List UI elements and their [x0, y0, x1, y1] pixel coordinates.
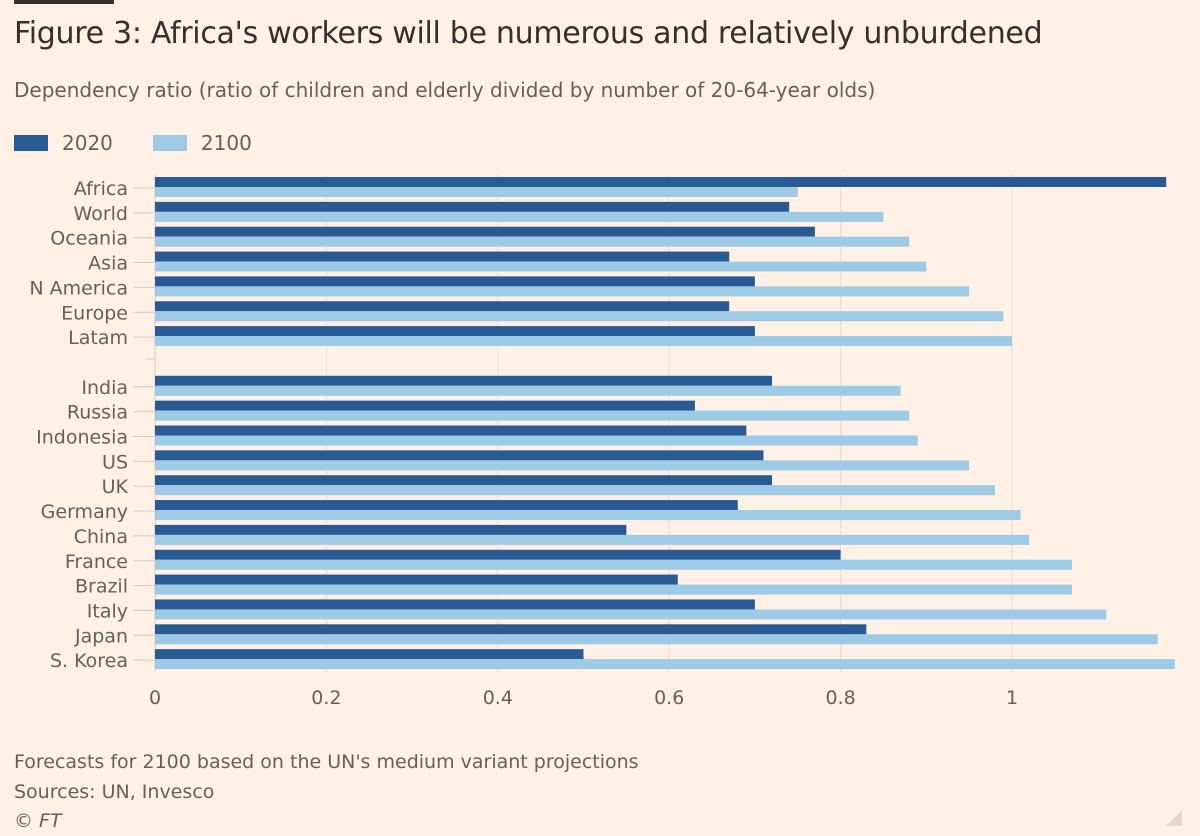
x-tick-label: 1 — [1006, 687, 1018, 709]
sources: Sources: UN, Invesco — [14, 781, 215, 803]
bar-2020-uk — [155, 475, 773, 486]
bar-2100-europe — [155, 311, 1004, 322]
bar-2020-italy — [155, 599, 755, 610]
y-tick-label: Indonesia — [36, 427, 128, 449]
bar-2100-latam — [155, 336, 1012, 347]
bar-2020-india — [155, 375, 773, 386]
y-tick-label: Germany — [41, 501, 128, 523]
bar-2100-france — [155, 559, 1072, 570]
legend: 2020 2100 — [14, 131, 252, 155]
y-tick-label: Oceania — [50, 228, 128, 250]
bar-2020-japan — [155, 624, 867, 635]
bar-2020-latam — [155, 326, 755, 337]
bar-2100-us — [155, 460, 970, 471]
legend-item-2100: 2100 — [152, 131, 252, 155]
y-tick-label: Brazil — [75, 576, 128, 598]
x-tick-label: 0.2 — [311, 687, 341, 709]
y-tick-label: France — [65, 551, 128, 573]
bar-2100-indonesia — [155, 435, 918, 446]
bar-2020-france — [155, 549, 841, 560]
x-tick-label: 0.8 — [825, 687, 855, 709]
bar-2100-world — [155, 211, 884, 222]
bar-2020-world — [155, 201, 790, 212]
y-tick-label: World — [74, 203, 128, 225]
y-tick-label: Latam — [68, 327, 128, 349]
y-tick-label: Russia — [67, 402, 128, 424]
bar-2100-asia — [155, 261, 927, 272]
y-tick-label: India — [81, 377, 128, 399]
y-tick-label: Japan — [74, 625, 128, 647]
bar-2100-oceania — [155, 236, 910, 247]
legend-label-2100: 2100 — [200, 131, 252, 155]
bar-2020-s-korea — [155, 649, 584, 660]
y-tick-label: Europe — [61, 302, 128, 324]
x-tick-label: 0.6 — [654, 687, 684, 709]
bar-2100-africa — [155, 187, 798, 197]
x-tick-label: 0 — [149, 687, 161, 709]
bar-2020-oceania — [155, 226, 815, 237]
bar-2020-russia — [155, 400, 695, 411]
y-tick-label: N America — [29, 277, 128, 299]
chart-title: Figure 3: Africa's workers will be numer… — [14, 16, 1043, 51]
legend-swatch-2100 — [152, 135, 187, 151]
y-tick-label: Italy — [87, 600, 128, 622]
bar-2100-russia — [155, 410, 910, 421]
bar-2020-us — [155, 450, 764, 461]
y-tick-label: UK — [102, 476, 129, 498]
bar-2020-asia — [155, 251, 730, 262]
bar-2020-europe — [155, 301, 730, 312]
bar-2020-brazil — [155, 574, 678, 585]
bar-2100-japan — [155, 634, 1158, 645]
bar-2100-italy — [155, 609, 1107, 620]
bar-2100-n-america — [155, 286, 970, 297]
y-tick-label: Asia — [88, 253, 128, 275]
bar-2100-uk — [155, 485, 995, 496]
chart-subtitle: Dependency ratio (ratio of children and … — [14, 78, 876, 102]
bar-2100-china — [155, 534, 1030, 545]
y-tick-label: US — [102, 451, 128, 473]
y-tick-label: Africa — [74, 178, 128, 200]
bar-2100-germany — [155, 510, 1021, 521]
bar-2020-indonesia — [155, 425, 747, 436]
y-tick-label: China — [74, 526, 128, 548]
bar-2020-africa — [155, 177, 1167, 187]
bar-2100-india — [155, 385, 901, 396]
bar-2020-n-america — [155, 276, 755, 287]
bar-2100-brazil — [155, 584, 1072, 595]
top-rule — [14, 0, 114, 4]
legend-swatch-2020 — [14, 135, 48, 151]
legend-item-2020: 2020 — [14, 131, 113, 155]
y-tick-label: S. Korea — [50, 650, 128, 672]
footnote: Forecasts for 2100 based on the UN's med… — [14, 751, 639, 773]
bar-2100-s-korea — [155, 659, 1175, 670]
corner-mark — [1166, 810, 1182, 826]
credit: © FT — [14, 810, 62, 832]
legend-label-2020: 2020 — [62, 131, 113, 155]
x-tick-label: 0.4 — [483, 687, 513, 709]
bar-2020-germany — [155, 500, 738, 511]
bar-2020-china — [155, 524, 627, 535]
